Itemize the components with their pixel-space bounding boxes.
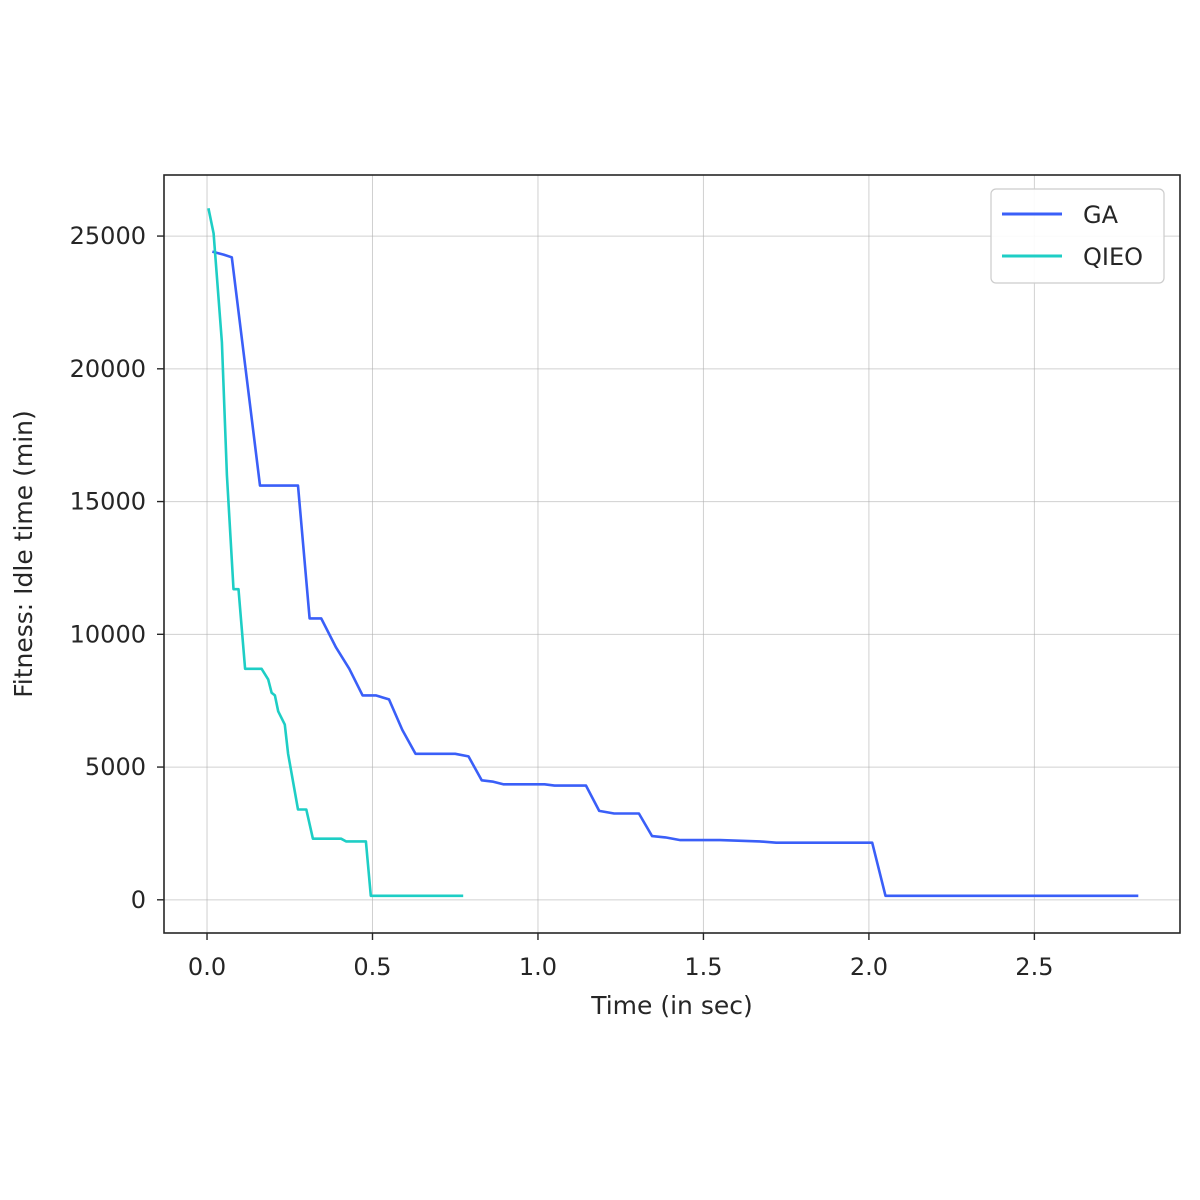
grid — [164, 175, 1180, 933]
x-tick-label: 0.5 — [353, 953, 391, 981]
x-tick-label: 1.5 — [684, 953, 722, 981]
y-axis-label: Fitness: Idle time (min) — [9, 410, 38, 698]
series-line-qieo — [207, 207, 464, 898]
y-tick-label: 15000 — [70, 488, 146, 516]
legend-label-qieo: QIEO — [1083, 243, 1143, 271]
legend-label-ga: GA — [1083, 201, 1119, 229]
y-tick-label: 25000 — [70, 222, 146, 250]
x-tick-label: 2.5 — [1015, 953, 1053, 981]
x-axis-label: Time (in sec) — [590, 991, 753, 1020]
plot-frame — [163, 174, 1181, 934]
y-tick-label: 20000 — [70, 355, 146, 383]
x-tick-label: 2.0 — [850, 953, 888, 981]
legend: GA QIEO — [990, 188, 1165, 284]
x-tick-label: 1.0 — [519, 953, 557, 981]
series-line-ga — [212, 250, 1139, 898]
ticks: 0.0 0.5 1.0 1.5 2.0 2.5 0 5000 10000 15000 20000 25… — [70, 222, 1054, 981]
series-lines — [207, 207, 1139, 898]
y-tick-label: 5000 — [85, 753, 146, 781]
plot-area — [164, 175, 1180, 933]
y-tick-label: 0 — [131, 886, 146, 914]
y-tick-label: 10000 — [70, 620, 146, 648]
x-tick-label: 0.0 — [188, 953, 226, 981]
